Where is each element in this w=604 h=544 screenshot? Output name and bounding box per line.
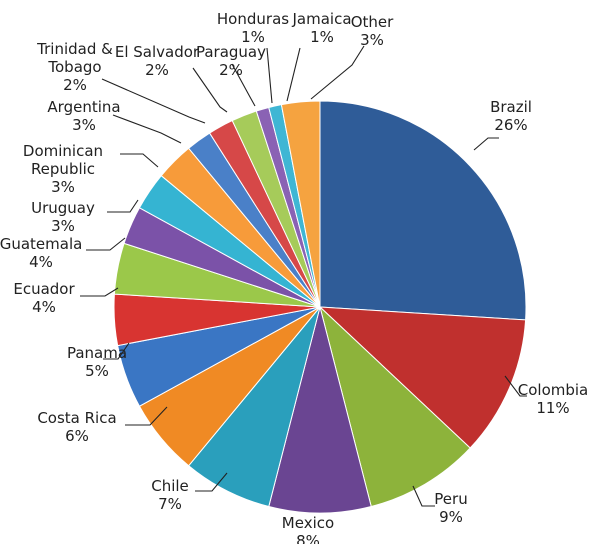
data-label-trinidad-tobago: Trinidad & Tobago 2% <box>36 40 113 94</box>
leader-line-uruguay <box>107 199 139 213</box>
pie-slice-mexico <box>268 306 372 514</box>
leader-line-dominican-republic <box>120 153 159 168</box>
data-label-chile: Chile 7% <box>151 477 189 513</box>
data-label-peru: Peru 9% <box>434 490 467 526</box>
data-label-jamaica: Jamaica 1% <box>291 10 351 46</box>
data-label-mexico: Mexico 8% <box>282 514 334 544</box>
data-label-brazil: Brazil 26% <box>490 98 532 134</box>
data-label-other: Other 3% <box>351 13 394 49</box>
leader-line-honduras <box>266 47 273 104</box>
data-label-argentina: Argentina 3% <box>47 98 120 134</box>
leader-line-jamaica <box>286 47 301 102</box>
data-label-ecuador: Ecuador 4% <box>13 280 75 316</box>
pie-slice-colombia <box>318 306 527 449</box>
pie-slice-brazil <box>319 100 527 321</box>
leader-line-peru <box>412 485 435 507</box>
data-label-dominican-republic: Dominican Republic 3% <box>23 142 103 196</box>
pie-slices <box>113 100 527 514</box>
leader-line-guatemala <box>86 237 126 251</box>
data-label-paraguay: Paraguay 2% <box>196 43 266 79</box>
data-label-guatemala: Guatemala 4% <box>0 235 82 271</box>
leader-line-el-salvador <box>192 67 228 113</box>
leader-line-costa-rica <box>125 406 168 426</box>
leader-line-argentina <box>112 114 182 144</box>
leader-line-paraguay <box>231 63 256 107</box>
leader-line-chile <box>195 472 228 492</box>
leader-line-brazil <box>473 137 499 151</box>
pie-slice-other <box>280 100 321 308</box>
data-label-panama: Panama 5% <box>67 344 127 380</box>
leader-line-colombia <box>504 375 527 397</box>
data-label-colombia: Colombia 11% <box>518 381 589 417</box>
leader-line-trinidad-tobago <box>101 78 206 124</box>
pie-slice-peru <box>319 305 471 508</box>
leader-line-ecuador <box>80 287 119 297</box>
pie-labels: Brazil 26% Colombia 11% Peru 9% Mexico 8% Chile 7… <box>0 10 588 544</box>
leader-line-other <box>310 45 365 100</box>
data-label-el-salvador: El Salvador 2% <box>115 43 200 79</box>
data-label-uruguay: Uruguay 3% <box>31 199 95 235</box>
data-label-honduras: Honduras 1% <box>217 10 289 46</box>
leader-line-panama <box>103 342 130 360</box>
data-label-costa-rica: Costa Rica 6% <box>37 409 116 445</box>
